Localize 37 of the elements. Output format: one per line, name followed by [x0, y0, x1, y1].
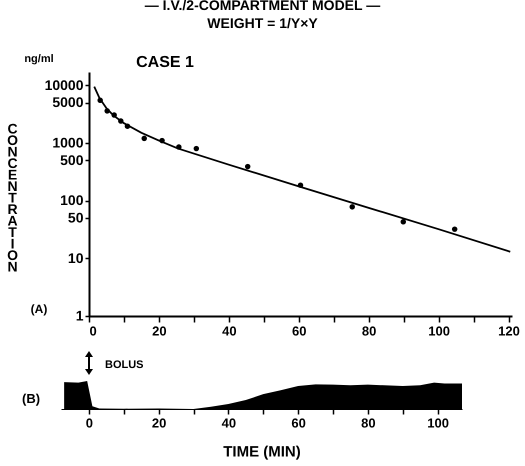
- point: [194, 146, 200, 152]
- text: ng/ml: [24, 53, 54, 65]
- point: [141, 136, 147, 142]
- x-tick-label: 0: [90, 324, 97, 338]
- x-tick-label: 80: [362, 324, 376, 338]
- y-tick-label: 50: [68, 210, 84, 226]
- y-tick-label: 5000: [52, 94, 84, 110]
- point: [244, 164, 250, 170]
- text: (A): [30, 302, 48, 316]
- x-axis-title: TIME (MIN): [223, 444, 301, 460]
- y-tick-label: 10000: [44, 76, 84, 93]
- line-series: [93, 86, 512, 253]
- text: CASE 1: [136, 54, 194, 71]
- x-tick-label: 100: [428, 324, 450, 338]
- x-tick-label: 100: [427, 416, 449, 430]
- y-tick-label: 1000: [52, 134, 84, 150]
- y-tick-label: 10: [68, 250, 84, 266]
- text: BOLUS: [105, 359, 144, 371]
- chart-subtitle: WEIGHT = 1/Y×Y: [207, 15, 318, 31]
- x-tick-label: 80: [361, 416, 376, 430]
- x-tick-label: 0: [86, 416, 94, 430]
- x-tick-label: 40: [222, 324, 237, 338]
- x-tick-label: 120: [498, 324, 520, 338]
- x-tick-label: 20: [152, 324, 167, 338]
- y-tick-label: 100: [60, 192, 84, 208]
- point: [400, 219, 406, 225]
- x-tick-label: 60: [292, 324, 306, 338]
- y-tick-label: 500: [60, 152, 84, 168]
- x-tick-label: 20: [152, 416, 166, 430]
- x-tick-label: 60: [291, 416, 306, 430]
- point: [350, 204, 355, 210]
- y-tick-label: 1: [76, 308, 84, 324]
- x-tick-label: 40: [222, 416, 236, 430]
- chart-title: — I.V./2-COMPARTMENT MODEL —: [144, 0, 380, 13]
- text: CONCENTRATION: [7, 120, 18, 274]
- point: [452, 226, 458, 232]
- text: (B): [22, 391, 40, 406]
